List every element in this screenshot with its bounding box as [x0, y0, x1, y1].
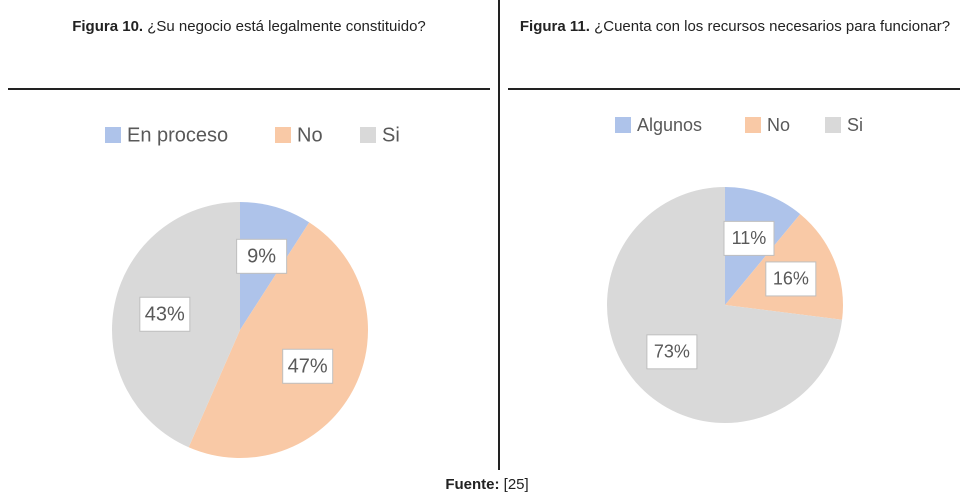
label-box: [765, 261, 817, 297]
pie-slice: [188, 222, 368, 458]
chart-title: ¿Su negocio está legalmente constituido?: [147, 18, 426, 35]
legend-swatch: [360, 127, 376, 143]
data-label: 9%: [247, 246, 276, 268]
source: Fuente: [25]: [0, 476, 974, 493]
label-box: [723, 220, 775, 256]
chart-title: ¿Cuenta con los recursos necesarios para…: [594, 18, 951, 35]
figure-label: Figura 10.: [72, 18, 144, 35]
legend-label: No: [767, 115, 790, 135]
data-label: 16%: [773, 269, 809, 289]
label-box: [646, 334, 698, 370]
figure-label: Figura 11.: [519, 18, 590, 35]
legend-label: Algunos: [637, 115, 702, 135]
legend-swatch: [745, 117, 761, 133]
source-label: Fuente:: [445, 476, 500, 493]
legend-label: En proceso: [127, 124, 228, 146]
legend-swatch: [105, 127, 121, 143]
data-label: 43%: [145, 304, 185, 326]
legend-swatch: [275, 127, 291, 143]
caption: Figura 11. ¿Cuenta con los recursos nece…: [510, 6, 960, 48]
legend-label: No: [297, 124, 323, 146]
legend-label: Si: [382, 124, 400, 146]
legend-swatch: [615, 117, 631, 133]
data-label: 73%: [654, 342, 690, 362]
legend-swatch: [825, 117, 841, 133]
caption: Figura 10. ¿Su negocio está legalmente c…: [0, 6, 498, 48]
label-box: [282, 348, 334, 384]
data-label: 47%: [288, 356, 328, 378]
source-text: [25]: [503, 476, 529, 493]
label-box: [139, 296, 191, 332]
label-box: [236, 238, 288, 274]
data-label: 11%: [732, 228, 767, 248]
legend-label: Si: [847, 115, 863, 135]
